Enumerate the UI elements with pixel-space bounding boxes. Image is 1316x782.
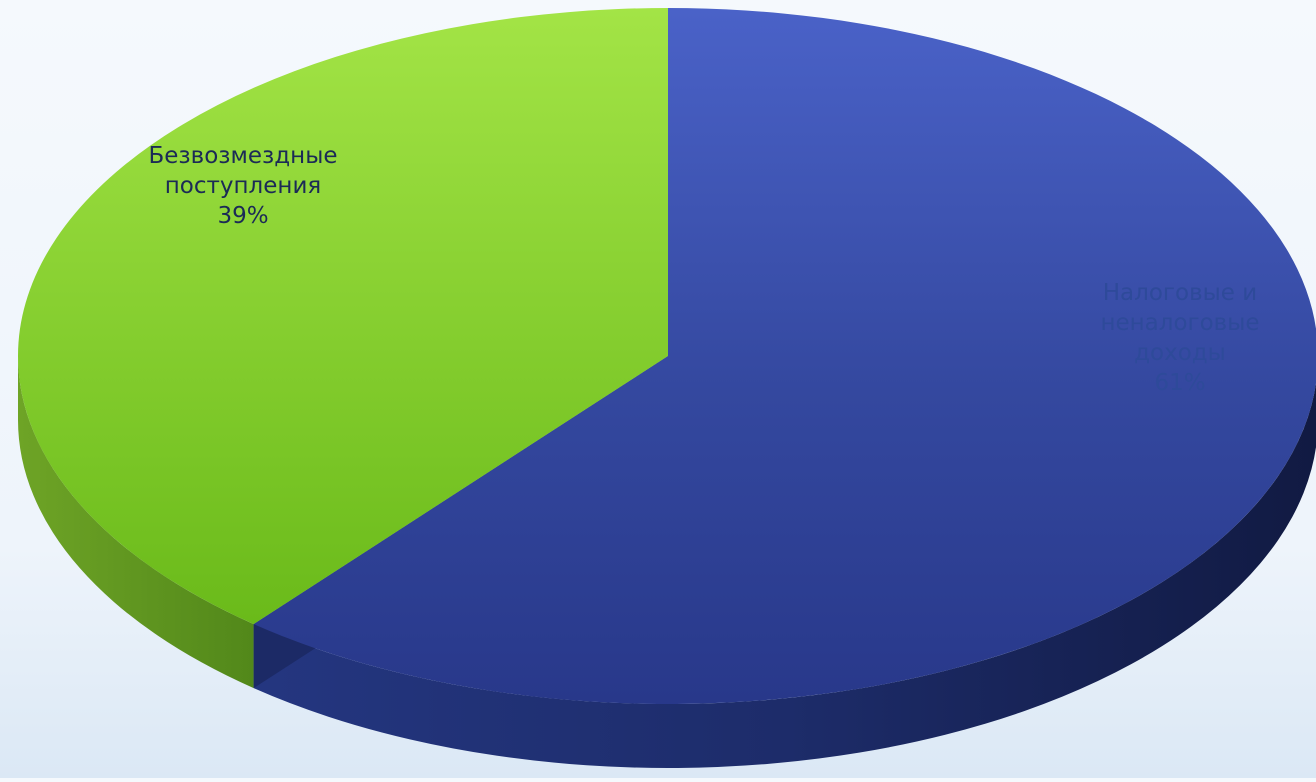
pie-slice-1 <box>18 8 669 625</box>
data-label-1-line-1: поступления <box>165 173 321 199</box>
data-label-1-line-0: Безвозмездные <box>149 143 338 169</box>
data-label-1: Безвозмездные поступления 39% <box>149 143 338 229</box>
pie-slice-side-1 <box>18 356 254 689</box>
data-label-0: Налоговые и неналоговые доходы 61% <box>1100 280 1259 396</box>
data-label-1-value: 39% <box>217 203 268 229</box>
pie-slice-side-0 <box>253 382 1316 768</box>
pie-slice-0 <box>253 8 1316 704</box>
data-label-0-line-2: доходы <box>1134 340 1226 366</box>
data-label-0-line-0: Налоговые и <box>1103 280 1257 306</box>
data-label-0-line-1: неналоговые <box>1100 310 1259 336</box>
data-label-0-value: 61% <box>1154 370 1205 396</box>
